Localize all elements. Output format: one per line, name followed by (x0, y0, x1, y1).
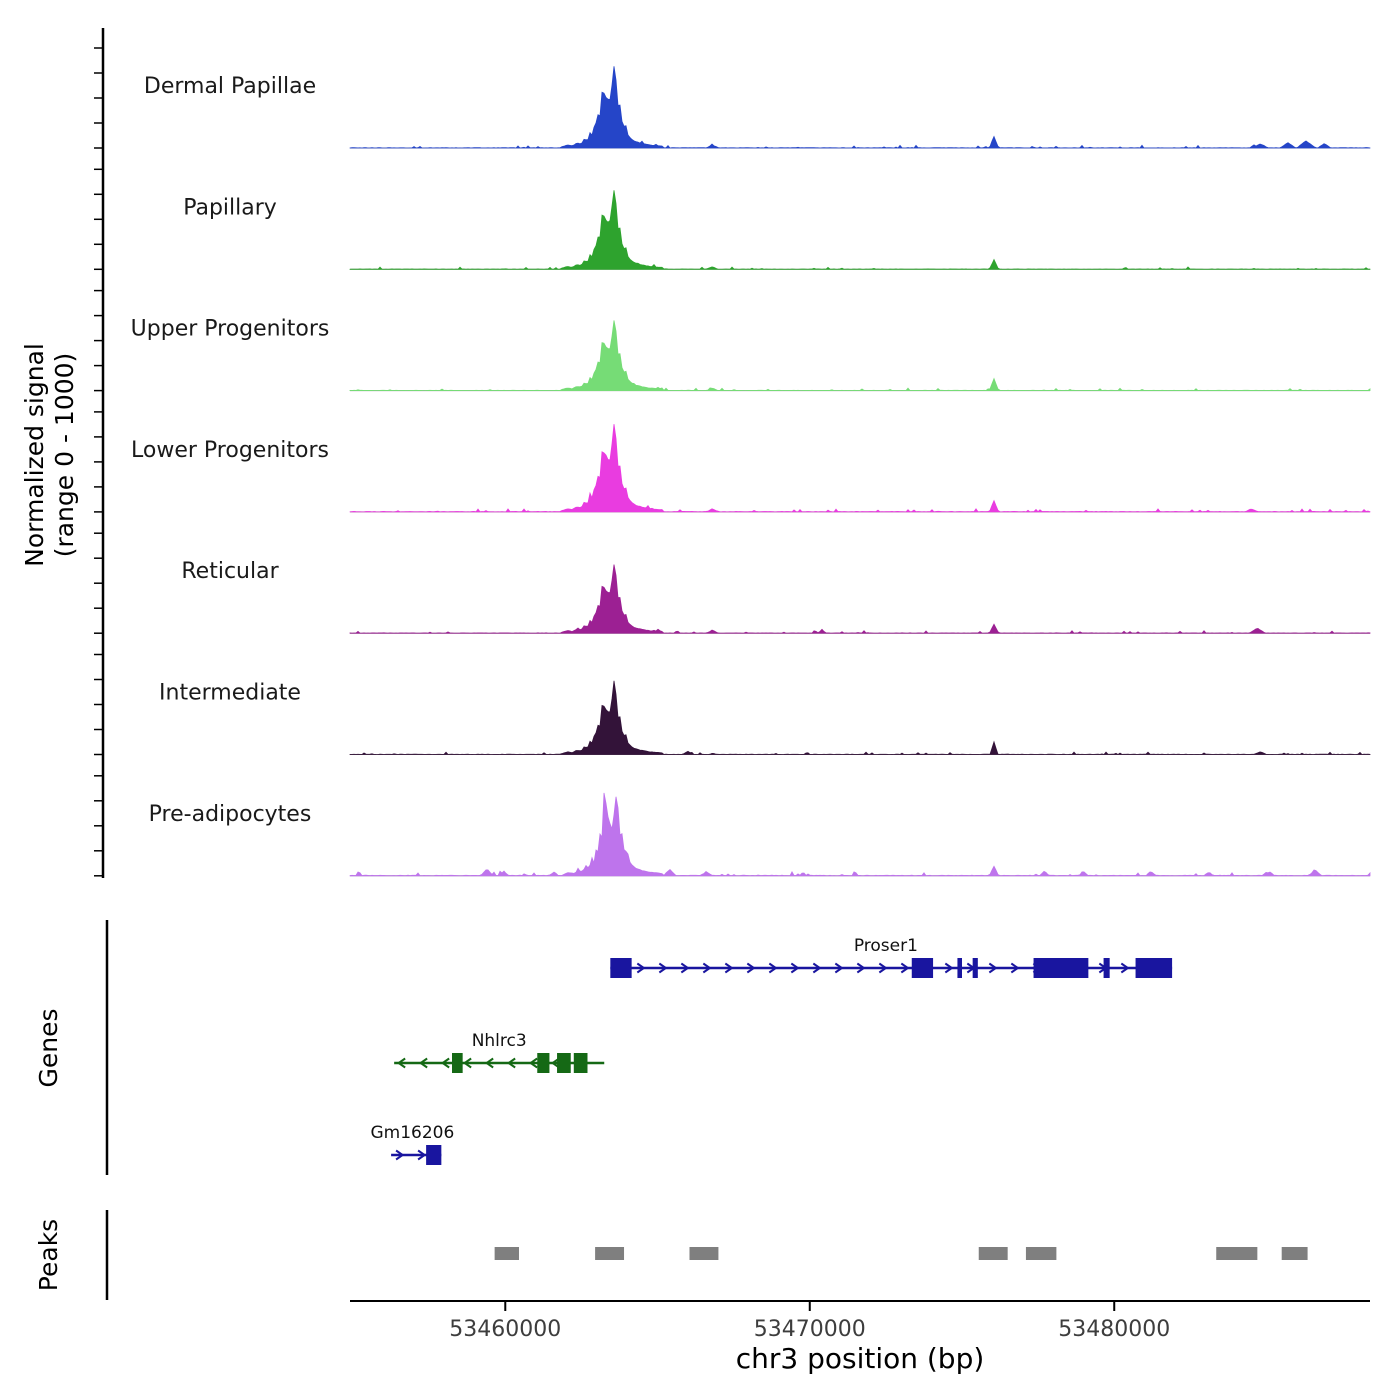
strand-arrow-right-icon (658, 962, 668, 974)
strand-arrow-right-icon (834, 962, 844, 974)
gene-nhlrc3: Nhlrc3 (394, 1031, 605, 1073)
gene-gm16206: Gm16206 (371, 1123, 455, 1165)
genes-section: Genes Proser1 Nhlrc3 Gm16206 (34, 920, 1173, 1175)
gene-label-nhlrc3: Nhlrc3 (472, 1031, 527, 1051)
track-label-dermal-papillae: Dermal Papillae (144, 74, 316, 99)
strand-arrow-right-icon (1010, 962, 1020, 974)
peak-call-rect (1281, 1247, 1308, 1260)
gene-label-gm16206: Gm16206 (371, 1123, 455, 1143)
y-axis-label-line1: Normalized signal (20, 343, 49, 567)
strand-arrow-right-icon (395, 1149, 405, 1161)
strand-arrow-right-icon (768, 962, 778, 974)
strand-arrow-left-icon (418, 1057, 428, 1069)
peak-call-rect (689, 1247, 719, 1260)
exon-rect (911, 958, 934, 978)
exon-rect (537, 1053, 550, 1073)
peak-call-rect (978, 1247, 1008, 1260)
strand-arrow-right-icon (790, 962, 800, 974)
signal-track-intermediate: Intermediate (159, 680, 1371, 755)
signal-track-lower-progenitors: Lower Progenitors (131, 424, 1371, 513)
strand-arrow-right-icon (900, 962, 910, 974)
peak-call-rect (1025, 1247, 1057, 1260)
x-axis: 53460000 53470000 53480000 chr3 position (b… (350, 1300, 1370, 1375)
peaks-section-label: Peaks (34, 1219, 63, 1291)
strand-arrow-right-icon (812, 962, 822, 974)
genes-section-label: Genes (34, 1008, 63, 1087)
track-label-pre-adipocytes: Pre-adipocytes (149, 802, 312, 827)
x-tick-label: 53460000 (449, 1317, 561, 1342)
peaks-section: Peaks (34, 1210, 1308, 1300)
strand-arrow-right-icon (856, 962, 866, 974)
peak-call-rect (1216, 1247, 1258, 1260)
strand-arrow-left-icon (528, 1057, 538, 1069)
exon-rect (957, 958, 962, 978)
x-axis-title: chr3 position (bp) (736, 1342, 985, 1375)
track-label-reticular: Reticular (181, 559, 279, 584)
track-label-papillary: Papillary (183, 195, 277, 220)
signal-area-intermediate (349, 680, 1371, 755)
strand-arrow-right-icon (988, 962, 998, 974)
track-label-lower-progenitors: Lower Progenitors (131, 438, 329, 463)
signal-track-papillary: Papillary (183, 190, 1371, 270)
exon-rect (426, 1145, 442, 1165)
signal-track-reticular: Reticular (181, 559, 1371, 634)
signal-area-pre-adipocytes (349, 792, 1371, 877)
signal-area-dermal-papillae (349, 66, 1371, 149)
peak-call-rect (595, 1247, 625, 1260)
x-tick-label: 53480000 (1058, 1317, 1170, 1342)
signal-y-axis: Normalized signal (range 0 - 1000) (20, 28, 105, 878)
strand-arrow-right-icon (944, 962, 954, 974)
strand-arrow-right-icon (417, 1149, 427, 1161)
strand-arrow-left-icon (484, 1057, 494, 1069)
signal-area-lower-progenitors (349, 424, 1371, 513)
signal-track-upper-progenitors: Upper Progenitors (131, 317, 1371, 392)
exon-rect (573, 1053, 588, 1073)
exon-rect (610, 958, 632, 978)
strand-arrow-right-icon (878, 962, 888, 974)
strand-arrow-left-icon (440, 1057, 450, 1069)
track-label-upper-progenitors: Upper Progenitors (131, 317, 330, 342)
peak-call-rect (494, 1247, 519, 1260)
strand-arrow-left-icon (396, 1057, 406, 1069)
strand-arrow-right-icon (724, 962, 734, 974)
signal-track-pre-adipocytes: Pre-adipocytes (149, 792, 1371, 877)
strand-arrow-right-icon (746, 962, 756, 974)
signal-area-upper-progenitors (349, 320, 1371, 392)
strand-arrow-left-icon (550, 1057, 560, 1069)
exon-rect (972, 958, 978, 978)
signal-tracks-group: Dermal Papillae Papillary Upper Progenitor… (131, 66, 1371, 877)
exon-rect (452, 1053, 463, 1073)
strand-arrow-left-icon (462, 1057, 472, 1069)
exon-rect (1033, 958, 1089, 978)
strand-arrow-right-icon (680, 962, 690, 974)
y-axis-label-line2: (range 0 - 1000) (50, 353, 79, 558)
gene-label-proser1: Proser1 (854, 936, 918, 956)
x-tick-label: 53470000 (754, 1317, 866, 1342)
strand-arrow-right-icon (1120, 962, 1130, 974)
gene-proser1: Proser1 (610, 936, 1173, 978)
signal-track-dermal-papillae: Dermal Papillae (144, 66, 1371, 149)
track-label-intermediate: Intermediate (159, 681, 301, 706)
signal-area-reticular (349, 564, 1371, 634)
strand-arrow-right-icon (702, 962, 712, 974)
strand-arrow-right-icon (636, 962, 646, 974)
exon-rect (557, 1053, 571, 1073)
exon-rect (1135, 958, 1173, 978)
signal-area-papillary (349, 190, 1371, 270)
strand-arrow-left-icon (506, 1057, 516, 1069)
exon-rect (1103, 958, 1110, 978)
